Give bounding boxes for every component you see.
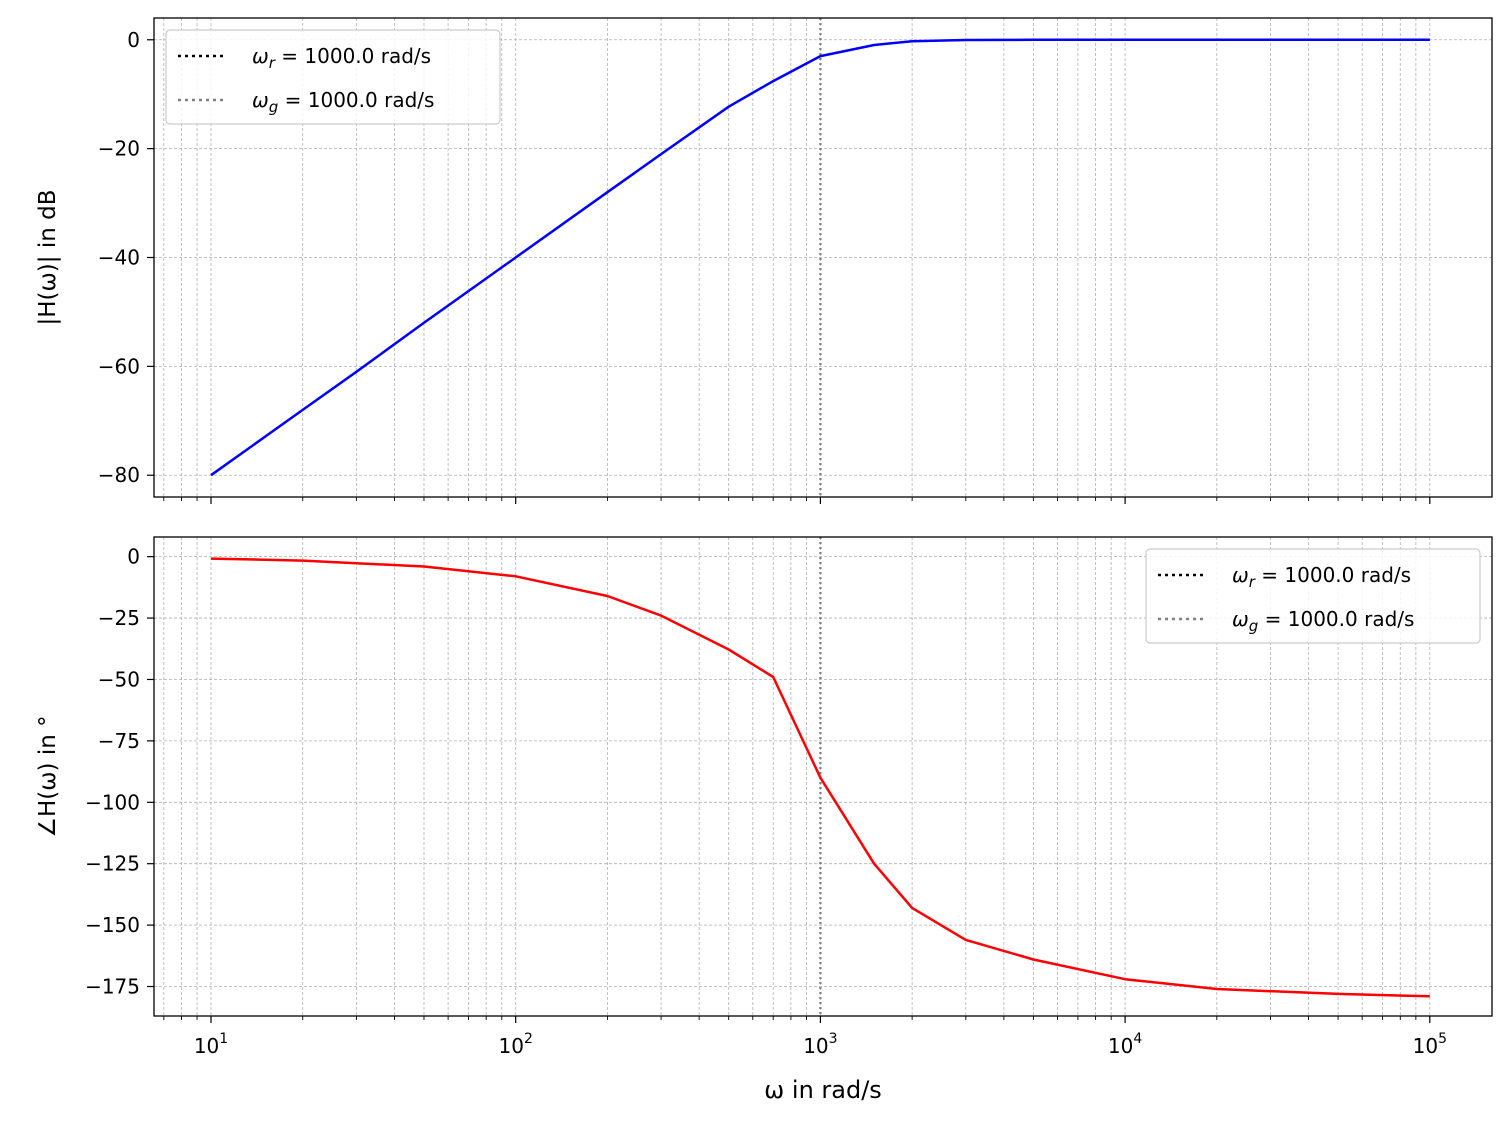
y-tick-label: −40 — [98, 246, 140, 270]
legend: ωr = 1000.0 rad/s ωg = 1000.0 rad/s — [165, 29, 501, 125]
phase-plot: 101 102 103 104 105 0 −25 −50 −75 −100 −125 −150 −17… — [35, 536, 1493, 1104]
y-tick-label: −25 — [98, 606, 140, 630]
x-tick-label: 105 — [1413, 1031, 1447, 1058]
y-tick-label: −20 — [98, 137, 140, 161]
legend-label: ωg = 1000.0 rad/s — [1232, 607, 1414, 635]
y-tick-label: −80 — [98, 463, 140, 487]
y-tick-label: −75 — [98, 729, 140, 753]
series-line — [210, 557, 1430, 998]
x-tick-label: 102 — [499, 1031, 533, 1058]
legend-label: ωr = 1000.0 rad/s — [1232, 563, 1411, 591]
magnitude-plot: 0 −20 −40 −60 −80 |H(ω)| in dB ωr = 1000.0 rad… — [35, 17, 1493, 504]
y-tick-label: −100 — [85, 790, 140, 814]
legend: ωr = 1000.0 rad/s ωg = 1000.0 rad/s — [1145, 548, 1481, 644]
x-tick-label: 104 — [1108, 1031, 1142, 1058]
x-tick-label: 101 — [194, 1031, 228, 1058]
y-tick-label: −50 — [98, 667, 140, 691]
legend-label: ωr = 1000.0 rad/s — [252, 44, 431, 72]
legend-box — [1145, 548, 1481, 644]
y-tick-label: −150 — [85, 913, 140, 937]
y-tick-label: −60 — [98, 354, 140, 378]
y-tick-label: −175 — [85, 975, 140, 999]
y-tick-label: 0 — [127, 545, 140, 569]
legend-box — [165, 29, 501, 125]
series-line — [210, 38, 1430, 477]
y-tick-label: 0 — [127, 28, 140, 52]
legend-label: ωg = 1000.0 rad/s — [252, 88, 434, 116]
x-tick-label: 103 — [803, 1031, 837, 1058]
y-axis-label: ∠H(ω) in ° — [35, 715, 61, 837]
y-tick-label: −125 — [85, 852, 140, 876]
y-axis-label: |H(ω)| in dB — [35, 190, 61, 326]
x-axis-label: ω in rad/s — [764, 1076, 882, 1104]
axes-frame — [153, 536, 1493, 1017]
